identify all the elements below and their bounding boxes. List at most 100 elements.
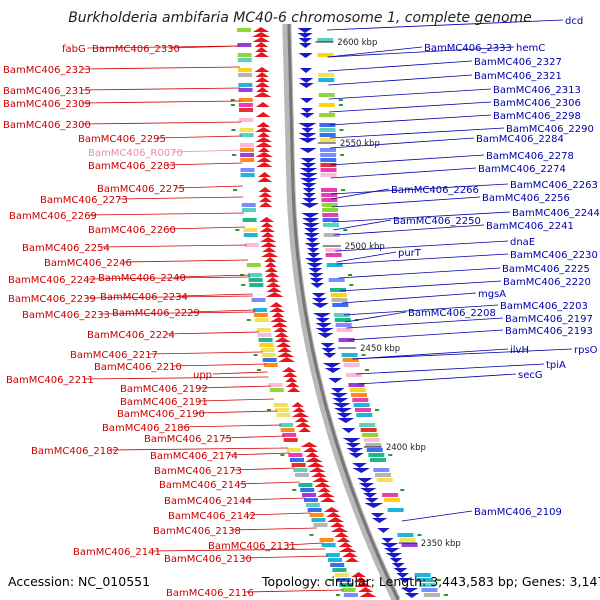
reverse-gene-arrow [404,593,420,598]
cds-block [309,513,324,517]
cds-block [243,233,258,237]
cds-block [291,463,306,467]
gene-pointer [329,101,492,113]
cds-block [240,173,255,177]
cds-block [332,303,349,307]
backbone-core [287,23,400,600]
reverse-gene-arrow [300,203,320,208]
forward-gene-arrow [257,177,273,182]
gene-pointer [246,512,311,516]
cds-block [369,458,386,462]
cds-block [353,403,370,407]
rna-tick [253,354,258,356]
forward-gene-arrow [254,52,270,57]
gene-label-left: BamMC406_2283 [88,161,176,172]
cds-block [280,428,295,432]
rna-tick [233,189,238,191]
cds-block [249,283,264,287]
gene-label-left: BamMC406_2116 [166,588,254,599]
gene-label-right: dnaE [510,237,535,248]
gene-label-left: BamMC406_2315 [3,86,91,97]
reverse-gene-arrow [342,438,361,443]
gene-label-right: BamMC406_2333 [424,43,512,54]
gene-label-right: BamMC406_2278 [486,151,574,162]
gene-pointer [81,87,241,91]
reverse-gene-arrow [341,428,356,433]
reverse-gene-arrow [302,223,320,228]
gene-pointer [328,88,492,100]
gene-pointer [237,481,300,485]
gene-pointer [228,452,290,456]
reverse-gene-arrow [330,393,348,398]
cds-block [241,203,256,207]
gene-label-right: secG [518,370,543,381]
cds-block [254,318,269,322]
forward-gene-arrow [317,492,335,497]
reverse-gene-arrow [336,413,353,418]
reverse-gene-arrow [298,123,317,128]
cds-block [320,153,337,157]
cds-block [274,408,289,412]
forward-gene-arrow [275,342,292,347]
cds-block [365,443,382,447]
scale-label: 2350 kbp [421,539,461,549]
gene-label-right: BamMC406_2244 [512,208,600,219]
cds-block [348,383,365,387]
cds-block [374,473,391,477]
gene-pointer [190,309,256,313]
gene-pointer [100,311,256,315]
gene-label-left: BamMC406_2224 [87,330,175,341]
gene-label-right: BamMC406_2230 [510,250,598,261]
reverse-gene-arrow [370,513,385,518]
cds-block [342,358,359,362]
forward-gene-arrow [300,442,318,447]
gene-pointer [198,398,275,402]
reverse-gene-arrow [322,353,337,358]
cds-block [239,128,254,132]
gene-label-left: BamMC406_R0070 [88,148,183,159]
gene-label-right: BamMC406_2193 [505,326,593,337]
forward-gene-arrow [254,42,269,47]
cds-block [319,138,336,142]
cds-block [373,468,390,472]
gene-label-left: BamMC406_2233 [22,310,110,321]
cds-block [243,228,258,232]
cds-block [318,73,335,77]
forward-gene-arrow [255,102,270,107]
reverse-gene-arrow [300,163,317,168]
cds-block [238,73,253,77]
gene-label-right: hemC [516,43,545,54]
genome-summary: Topology: circular; Length: 3,443,583 bp… [262,574,600,589]
cds-block [397,533,414,537]
reverse-gene-arrow [381,538,394,543]
cds-block [247,273,262,277]
gene-pointer [355,363,545,375]
reverse-gene-arrow [365,498,379,503]
gene-pointer [84,376,269,380]
reverse-gene-arrow [299,113,315,118]
gene-label-left: BamMC406_2242 [8,275,96,286]
gene-label-left: BamMC406_2142 [168,511,256,522]
reverse-gene-arrow [398,578,412,583]
forward-gene-arrow [291,412,310,417]
gene-label-right: purT [398,248,422,259]
cds-block [319,538,334,542]
gene-label-left: BamMC406_2300 [3,120,91,131]
reverse-gene-arrow [301,128,314,133]
gene-pointer [343,304,499,316]
forward-gene-arrow [257,147,271,152]
cds-block [356,413,373,417]
forward-gene-arrow [336,537,351,542]
forward-gene-arrow [330,527,349,532]
cds-block [332,568,347,572]
cds-color-blocks [230,28,448,597]
forward-gene-arrow [323,507,340,512]
gene-label-right: BamMC406_2284 [476,134,564,145]
reverse-gene-arrow [331,388,345,393]
cds-block [322,213,339,217]
cds-block [325,253,342,257]
forward-gene-arrow [257,132,271,137]
forward-gene-arrow [345,557,359,562]
cds-block [262,358,277,362]
